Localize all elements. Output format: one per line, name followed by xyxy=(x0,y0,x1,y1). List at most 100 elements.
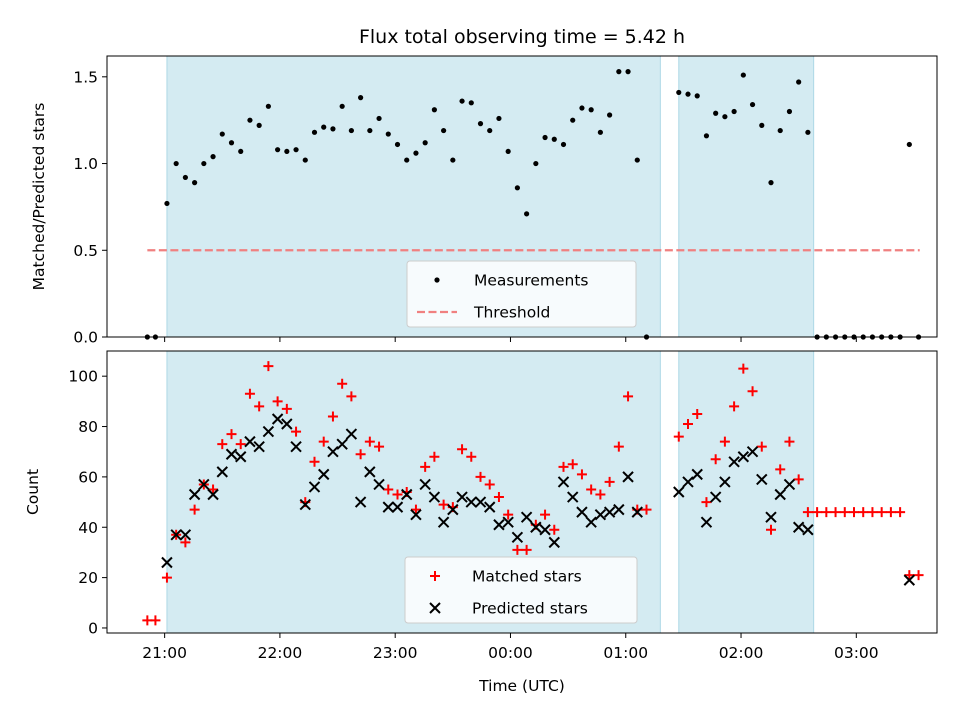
matched-star-point xyxy=(410,504,421,515)
matched-star-point xyxy=(641,504,652,515)
measurement-point xyxy=(786,108,793,115)
measurement-point xyxy=(607,112,613,118)
measurement-point xyxy=(404,157,410,163)
predicted-star-point xyxy=(613,503,625,516)
measurement-point xyxy=(339,103,345,109)
matched-star-point xyxy=(383,484,394,495)
predicted-star-point xyxy=(465,496,477,508)
measurement-point xyxy=(441,127,447,134)
matched-star-point xyxy=(747,386,758,397)
measurement-point xyxy=(570,117,576,123)
predicted-star-point xyxy=(502,516,514,528)
measurement-point xyxy=(192,180,198,186)
matched-star-point xyxy=(263,361,274,372)
matched-star-point xyxy=(429,451,440,462)
predicted-star-point xyxy=(299,498,311,511)
matched-star-point xyxy=(217,439,228,450)
chart-title: Flux total observing time = 5.42 h xyxy=(359,26,685,48)
predicted-star-point xyxy=(391,501,404,513)
measurement-point xyxy=(722,114,728,120)
x-tick-label: 03:00 xyxy=(834,644,879,662)
measurement-point xyxy=(579,105,585,111)
measurement-point xyxy=(182,174,188,181)
matched-star-point xyxy=(512,544,523,555)
predicted-star-point xyxy=(318,468,330,481)
measurement-point xyxy=(450,157,456,163)
predicted-star-point xyxy=(207,488,219,501)
measurement-point xyxy=(777,127,783,134)
predicted-star-point xyxy=(765,511,777,523)
predicted-star-point xyxy=(576,506,588,518)
y-tick-label: 0.0 xyxy=(73,329,98,347)
matched-star-point xyxy=(254,401,265,412)
x-tick-label: 01:00 xyxy=(603,644,648,662)
legend-label: Measurements xyxy=(474,272,589,290)
predicted-star-point xyxy=(410,508,422,521)
predicted-star-point xyxy=(548,536,560,549)
y-tick-label: 40 xyxy=(78,519,98,537)
measurement-point xyxy=(524,211,530,217)
y-tick-label: 60 xyxy=(78,468,98,486)
predicted-star-point xyxy=(235,451,247,463)
matched-star-point xyxy=(576,469,587,480)
predicted-star-point xyxy=(327,446,339,458)
predicted-star-point xyxy=(530,521,542,533)
measurement-point xyxy=(514,185,520,191)
matched-star-point xyxy=(586,484,597,495)
predicted-star-point xyxy=(271,413,284,425)
matched-star-point xyxy=(244,388,255,399)
predicted-star-point xyxy=(401,488,413,501)
measurement-point xyxy=(256,122,262,128)
matched-star-point xyxy=(493,492,504,503)
matched-star-point xyxy=(309,456,320,467)
x-tick-label: 21:00 xyxy=(142,644,187,662)
x-axis-label: Time (UTC) xyxy=(478,677,565,695)
measurement-point xyxy=(394,141,401,148)
observing-interval xyxy=(678,55,815,338)
predicted-star-point xyxy=(631,506,643,518)
x-tick-label: 00:00 xyxy=(488,644,533,662)
x-tick-label: 22:00 xyxy=(258,644,303,662)
predicted-star-point xyxy=(567,491,579,503)
predicted-star-point xyxy=(308,481,321,493)
predicted-star-point xyxy=(188,488,201,501)
predicted-star-point xyxy=(557,476,570,488)
legend: Measurements Threshold xyxy=(406,260,637,328)
predicted-star-point xyxy=(903,574,916,586)
measurement-point xyxy=(551,136,557,142)
measurement-point xyxy=(422,140,428,146)
measurement-point xyxy=(560,141,567,148)
y-tick-label: 1.5 xyxy=(73,68,98,86)
matched-star-point xyxy=(475,471,486,482)
measurement-point xyxy=(759,122,765,128)
predicted-star-point xyxy=(484,501,496,513)
measurement-point xyxy=(487,127,493,134)
predicted-star-point xyxy=(719,476,731,488)
matched-star-point xyxy=(701,497,712,508)
predicted-star-point xyxy=(437,516,450,528)
measurement-point xyxy=(694,93,700,99)
predicted-star-point xyxy=(225,448,238,460)
matched-star-point xyxy=(521,544,532,555)
measurement-point xyxy=(367,127,373,134)
predicted-star-point xyxy=(493,519,505,531)
measurement-point xyxy=(302,157,308,163)
measurement-point xyxy=(625,69,631,75)
measurement-point xyxy=(385,131,391,137)
predicted-star-point xyxy=(774,488,786,501)
measurement-point xyxy=(749,101,756,108)
y-tick-label: 0.5 xyxy=(73,242,98,260)
predicted-star-point xyxy=(594,508,607,521)
predicted-star-point xyxy=(345,428,358,440)
y-tick-label: 1.0 xyxy=(73,155,98,173)
predicted-star-point xyxy=(253,440,265,453)
measurement-point xyxy=(201,160,207,167)
matched-star-point xyxy=(374,441,385,452)
matched-star-point xyxy=(503,509,514,520)
matched-star-point xyxy=(364,436,375,447)
measurement-point xyxy=(703,133,710,139)
predicted-star-point xyxy=(419,478,431,491)
matched-star-point xyxy=(766,524,776,535)
matched-star-point xyxy=(484,479,495,490)
matched-star-point xyxy=(692,408,703,419)
